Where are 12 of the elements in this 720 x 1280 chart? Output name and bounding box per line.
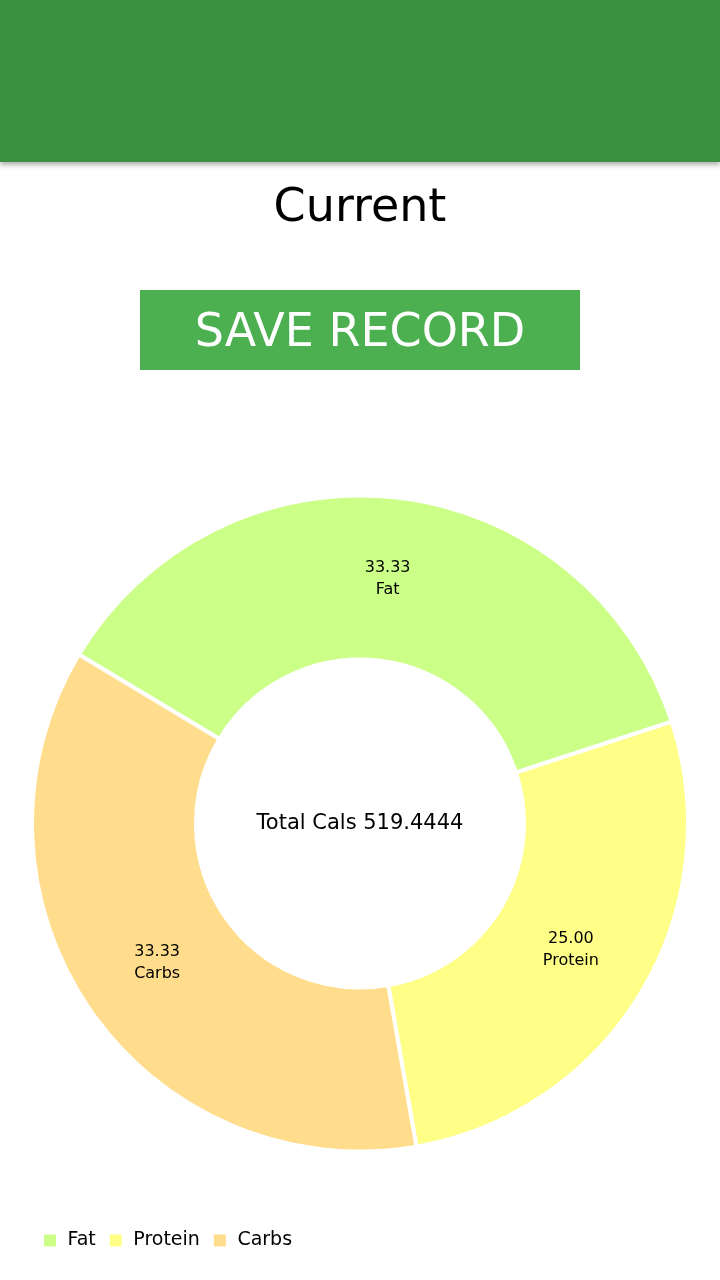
slice-label: Protein [542, 950, 599, 970]
legend-label: Fat [67, 1227, 96, 1250]
data-label: 33.33 [364, 557, 411, 577]
legend-label: Carbs [237, 1227, 293, 1250]
data-label: 33.33 [134, 940, 181, 960]
text: Total Cals 519.4444 [255, 809, 464, 834]
legend-label: Protein [133, 1227, 200, 1250]
slice-label: Carbs [134, 962, 181, 982]
text: SAVE RECORD [140, 290, 580, 370]
chart-title: Current [272, 178, 448, 234]
slice-label: Fat [375, 579, 400, 599]
data-label: 25.00 [547, 928, 594, 948]
